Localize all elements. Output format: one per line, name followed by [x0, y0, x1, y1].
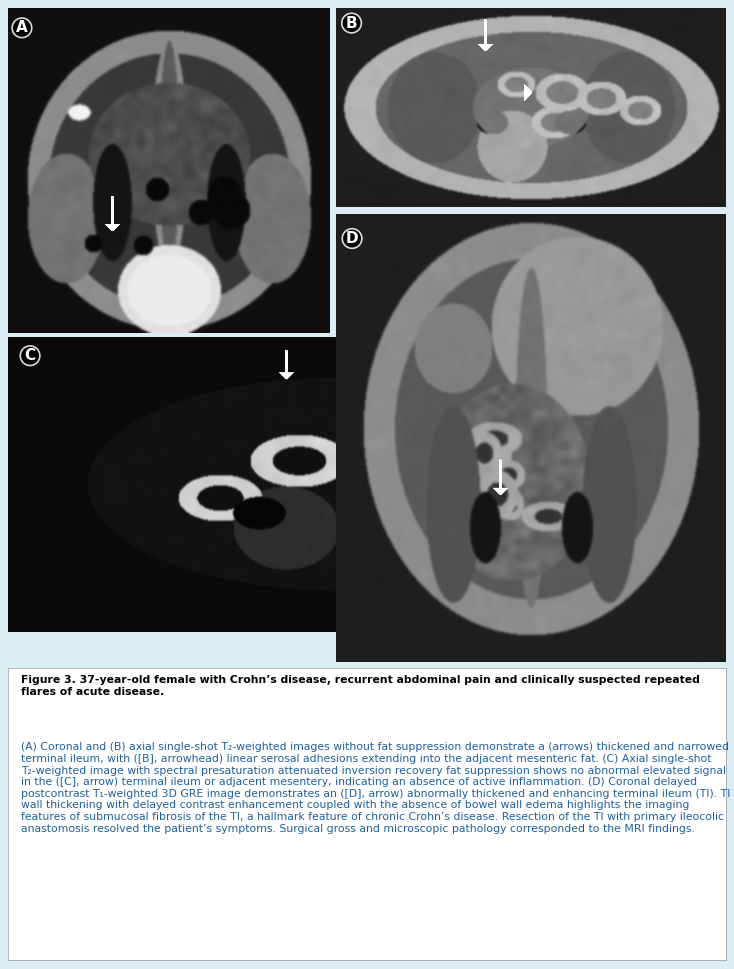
Text: A: A [16, 20, 28, 35]
Text: B: B [346, 16, 357, 31]
Text: D: D [346, 231, 358, 246]
Text: (A) Coronal and (B) axial single-shot T₂-weighted images without fat suppression: (A) Coronal and (B) axial single-shot T₂… [21, 742, 730, 833]
Text: Figure 3. 37-year-old female with Crohn’s disease, recurrent abdominal pain and : Figure 3. 37-year-old female with Crohn’… [21, 675, 700, 697]
Text: C: C [24, 348, 36, 363]
